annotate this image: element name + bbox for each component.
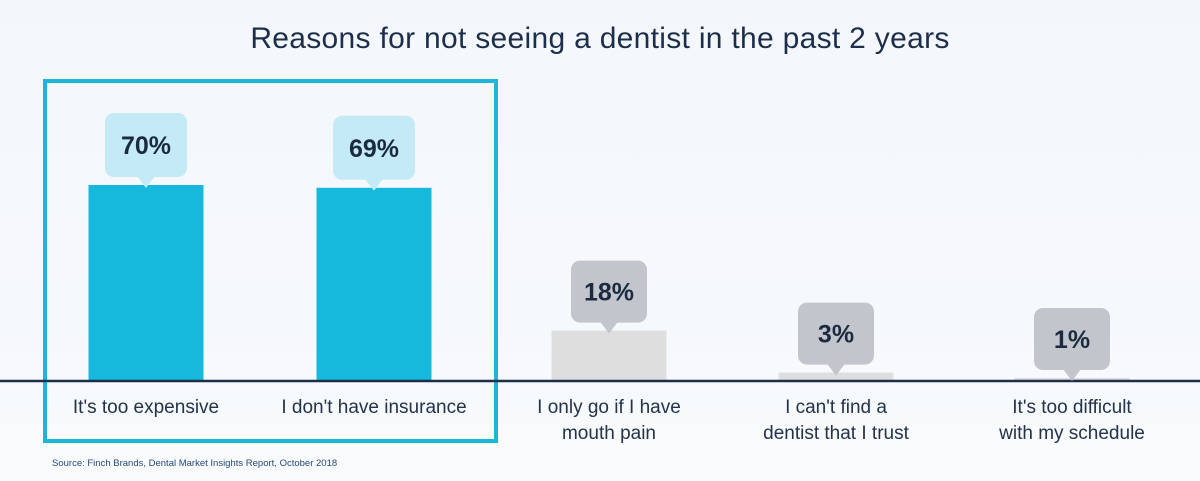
bubble-pointer xyxy=(1063,369,1081,381)
source-note: Source: Finch Brands, Dental Market Insi… xyxy=(52,458,338,469)
value-bubble-3: 18% xyxy=(571,260,647,334)
chart-title: Reasons for not seeing a dentist in the … xyxy=(250,22,950,55)
category-label-1-line-1: It's too expensive xyxy=(73,397,219,418)
bubble-box xyxy=(105,113,187,177)
category-label-5-line-2: with my schedule xyxy=(998,423,1145,444)
category-label-4-line-1: I can't find a xyxy=(785,397,887,418)
category-label-3-line-1: I only go if I have xyxy=(537,397,681,418)
bubble-box xyxy=(571,260,647,323)
highlight-frame xyxy=(43,79,498,443)
value-label-4: 3% xyxy=(818,321,854,349)
category-label-4-line-2: dentist that I trust xyxy=(763,423,909,444)
bar-3 xyxy=(551,330,667,381)
bar-2 xyxy=(316,187,432,381)
category-label-5-line-1: It's too difficult xyxy=(1012,397,1132,418)
value-bubble-4: 3% xyxy=(798,302,874,376)
value-label-2: 69% xyxy=(349,135,399,163)
bubble-pointer xyxy=(827,363,845,376)
bubble-box xyxy=(1034,308,1110,370)
value-bubble-2: 69% xyxy=(333,115,415,191)
value-label-5: 1% xyxy=(1054,326,1090,354)
bubble-pointer xyxy=(600,321,618,334)
value-bubble-1: 70% xyxy=(105,113,187,188)
category-label-2-line-1: I don't have insurance xyxy=(281,397,466,418)
bubble-pointer xyxy=(365,178,383,191)
bubble-box xyxy=(333,115,415,180)
bubble-pointer xyxy=(137,176,155,188)
value-bubble-5: 1% xyxy=(1034,308,1110,381)
category-label-3-line-2: mouth pain xyxy=(562,423,656,444)
bubble-box xyxy=(798,302,874,365)
bar-4 xyxy=(778,372,894,381)
value-label-1: 70% xyxy=(121,132,171,160)
bar-1 xyxy=(88,185,204,381)
value-label-3: 18% xyxy=(584,279,634,307)
